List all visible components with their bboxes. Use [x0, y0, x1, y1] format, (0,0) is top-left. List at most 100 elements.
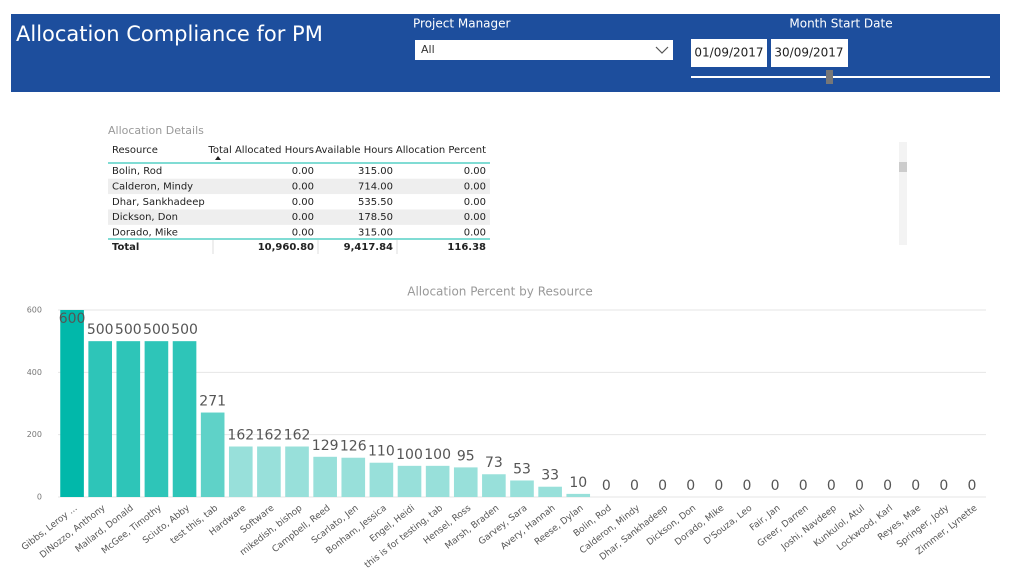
x-tick-label: Reese, Dylan — [533, 503, 586, 547]
data-label: 500 — [171, 322, 198, 338]
dropdown[interactable] — [415, 40, 673, 60]
data-label: 10 — [569, 475, 587, 491]
data-label: 0 — [743, 478, 752, 494]
x-tick-label: D'Souza, Leo — [702, 503, 754, 547]
table-cell: 0.00 — [292, 166, 314, 177]
bar-chart: 0200400600600Gibbs, Leroy ...500DiNozzo,… — [20, 306, 986, 571]
data-label: 0 — [827, 478, 836, 494]
table-cell: 315.00 — [358, 166, 393, 177]
data-label: 0 — [883, 478, 892, 494]
data-label: 0 — [855, 478, 864, 494]
data-label: 162 — [256, 428, 283, 444]
slider-handle[interactable] — [826, 70, 833, 84]
table-cell: Dhar, Sankhadeep — [112, 197, 205, 208]
data-label: 0 — [939, 478, 948, 494]
total-cell: 116.38 — [447, 242, 486, 253]
data-label: 500 — [87, 322, 114, 338]
data-label: 0 — [658, 478, 667, 494]
table-cell: 0.00 — [292, 181, 314, 192]
total-cell: 10,960.80 — [258, 242, 314, 253]
date-end[interactable]: 30/09/2017 — [774, 46, 843, 60]
data-label: 0 — [714, 478, 723, 494]
table-cell: 0.00 — [464, 228, 486, 239]
data-label: 162 — [227, 428, 254, 444]
y-tick-label: 400 — [27, 368, 42, 377]
bar — [145, 341, 169, 497]
data-label: 95 — [457, 448, 475, 464]
data-label: 53 — [513, 461, 531, 477]
dropdown-value[interactable]: All — [421, 43, 435, 56]
table-cell: 0.00 — [292, 228, 314, 239]
bar — [313, 457, 337, 497]
bar — [116, 341, 140, 497]
column-header: Total Allocated Hours — [207, 145, 314, 156]
bar — [510, 480, 534, 497]
bar — [538, 487, 562, 497]
scrollbar[interactable] — [899, 142, 907, 245]
table-cell: 0.00 — [464, 166, 486, 177]
table-cell: Calderon, Mindy — [112, 181, 193, 192]
data-label: 0 — [799, 478, 808, 494]
data-label: 0 — [967, 478, 976, 494]
data-label: 162 — [284, 428, 311, 444]
y-tick-label: 200 — [27, 430, 42, 439]
column-header: Resource — [112, 145, 158, 156]
sort-indicator — [215, 156, 221, 160]
data-label: 0 — [686, 478, 695, 494]
y-tick-label: 600 — [27, 306, 42, 315]
data-label: 0 — [911, 478, 920, 494]
table-title: Allocation Details — [108, 124, 204, 137]
table-cell: 0.00 — [292, 212, 314, 223]
chart-title: Allocation Percent by Resource — [407, 285, 593, 299]
data-label: 100 — [424, 447, 451, 463]
table-cell: 714.00 — [358, 181, 393, 192]
filter-label: Month Start Date — [789, 17, 892, 31]
table-cell: 0.00 — [464, 197, 486, 208]
data-label: 271 — [199, 394, 226, 410]
table-cell: 0.00 — [464, 181, 486, 192]
table-cell: 0.00 — [292, 197, 314, 208]
bar — [482, 474, 506, 497]
data-label: 129 — [312, 438, 339, 454]
date-start[interactable]: 01/09/2017 — [694, 46, 763, 60]
bar — [257, 447, 281, 497]
column-header: Allocation Percent — [396, 145, 486, 156]
table-cell: Dorado, Mike — [112, 228, 178, 239]
page-title: Allocation Compliance for PM — [16, 22, 323, 46]
table-cell: Bolin, Rod — [112, 166, 162, 177]
data-label: 500 — [115, 322, 142, 338]
data-label: 600 — [59, 311, 86, 327]
bar — [341, 458, 365, 497]
table-cell: Dickson, Don — [112, 212, 178, 223]
table-cell: 535.50 — [358, 197, 393, 208]
data-label: 126 — [340, 439, 367, 455]
table-cell: 0.00 — [464, 212, 486, 223]
bar — [60, 310, 84, 497]
table: Resource Total Allocated HoursAvailable H… — [108, 145, 490, 254]
data-label: 0 — [630, 478, 639, 494]
table-cell: 315.00 — [358, 228, 393, 239]
data-label: 0 — [771, 478, 780, 494]
data-label: 73 — [485, 455, 503, 471]
column-header: Available Hours — [315, 145, 393, 156]
data-label: 100 — [396, 447, 423, 463]
bar — [88, 341, 112, 497]
data-label: 33 — [541, 468, 559, 484]
bar — [426, 466, 450, 497]
data-label: 0 — [602, 478, 611, 494]
scroll-thumb[interactable] — [899, 162, 907, 172]
data-label: 500 — [143, 322, 170, 338]
y-tick-label: 0 — [37, 493, 42, 502]
bar — [370, 463, 394, 497]
table-cell: 178.50 — [358, 212, 393, 223]
total-cell: 9,417.84 — [344, 242, 393, 253]
bar — [229, 447, 253, 497]
bar — [285, 447, 309, 497]
bar — [201, 413, 225, 497]
bar — [173, 341, 197, 497]
bar — [398, 466, 422, 497]
bar — [566, 494, 590, 497]
bar — [454, 467, 478, 497]
data-label: 110 — [368, 444, 395, 460]
